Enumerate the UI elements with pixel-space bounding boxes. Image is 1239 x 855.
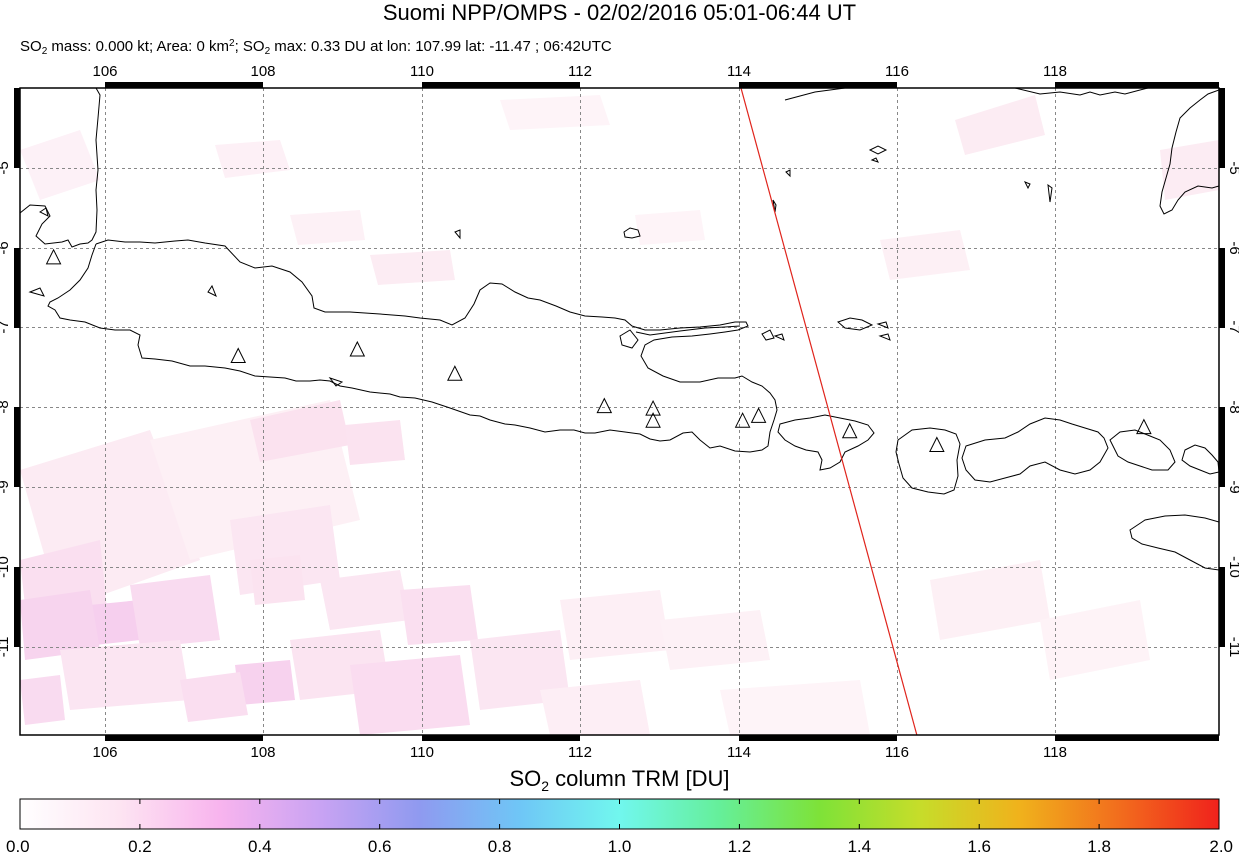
coast-sumbawa-east [1109,429,1176,471]
coast-kangean [837,317,874,331]
colorbar-label: 1.6 [967,837,991,855]
lon-label-top: 116 [885,63,909,80]
lat-label-left: -6 [0,241,12,254]
colorbar-labels: 0.0 0.2 0.4 0.6 0.8 1.0 1.2 1.4 1.6 1.8 2.0 [6,837,1233,855]
lat-label-right: -11 [1226,637,1239,658]
volcano-marker [230,347,247,364]
coast-kalimantan [784,88,1149,101]
summary-sub-1: 2 [41,46,48,57]
lon-label-top: 114 [727,63,751,80]
coast-sulawesi [1159,89,1219,215]
colorbar-label: 0.6 [368,837,392,855]
volcano-marker [45,248,62,265]
volcano-marker [1136,418,1152,435]
volcano-marker [596,397,613,414]
lon-labels-bottom: 106 108 110 112 114 116 118 [92,744,1066,761]
graticule [20,88,1219,735]
coast-lombok [895,427,961,495]
volcano-marker [349,340,366,357]
colorbar-ticks [19,799,1220,829]
colorbar-title-post: column TRM [DU] [549,766,730,791]
coast-sumbawa [961,417,1109,483]
lat-label-left: -5 [0,161,12,174]
lon-label-top: 112 [568,63,592,80]
lon-labels-top: 106 108 110 112 114 116 118 [92,63,1066,80]
lon-label-top: 118 [1043,63,1067,80]
so2-pixel-layer [20,95,1219,735]
summary-sub-2: 2 [264,46,271,57]
lat-label-right: -9 [1226,480,1239,493]
summary-part-1: SO [20,38,42,55]
lat-label-right: -6 [1226,241,1239,254]
summary-part-3: ; SO [234,38,265,55]
colorbar-label: 0.2 [128,837,152,855]
lon-label-bottom: 110 [410,744,434,761]
lat-label-left: -7 [0,320,12,333]
lat-labels-left: -5 -6 -7 -8 -9 -10 -11 [0,161,12,657]
colorbar-label: 0.8 [488,837,512,855]
frame-ticks [14,82,1225,741]
lat-label-right: -7 [1226,320,1239,333]
volcano-marker [841,422,858,439]
colorbar-title: SO2 column TRM [DU] [0,766,1239,799]
lon-label-bottom: 106 [92,744,117,761]
so2-summary: SO2 mass: 0.000 kt; Area: 0 km2; SO2 max… [20,35,612,61]
lon-label-top: 106 [92,63,117,80]
lon-label-bottom: 108 [250,744,275,761]
volcano-markers [45,248,1152,452]
summary-sup: 2 [229,38,235,49]
volcano-marker [750,407,767,423]
lon-label-bottom: 116 [885,744,909,761]
lon-label-bottom: 112 [568,744,592,761]
coast-sumatra [20,88,101,248]
colorbar-label: 1.4 [847,837,871,855]
lon-label-bottom: 114 [727,744,751,761]
lat-label-left: -10 [0,556,12,578]
summary-part-2: mass: 0.000 kt; Area: 0 km [47,38,229,55]
orbit-swath-edge [740,88,918,735]
coast-madura [635,325,741,336]
coast-sumba [1129,514,1219,571]
lon-label-bottom: 118 [1043,744,1067,761]
coast-flores [1181,444,1219,475]
volcano-marker [734,412,751,428]
volcano-marker [929,436,945,452]
volcano-marker [447,365,463,381]
lat-label-left: -11 [0,637,12,658]
volcano-marker [645,412,661,428]
lat-label-right: -10 [1226,556,1239,578]
colorbar-title-sub: 2 [541,778,550,794]
colorbar-label: 1.2 [728,837,752,855]
coast-small-islands [28,145,1053,387]
colorbar-label: 1.8 [1087,837,1111,855]
colorbar-title-pre: SO [509,766,542,791]
lat-label-right: -5 [1226,161,1239,174]
lat-label-left: -9 [0,480,12,493]
lat-label-right: -8 [1226,400,1239,413]
map-title: Suomi NPP/OMPS - 02/02/2016 05:01-06:44 … [382,0,857,25]
colorbar-label: 1.0 [608,837,632,855]
colorbar-label: 0.4 [248,837,272,855]
coast-java [47,239,778,453]
coast-bawean [623,227,641,239]
lat-labels-right: -5 -6 -7 -8 -9 -10 -11 [1226,161,1239,657]
summary-part-4: max: 0.33 DU at lon: 107.99 lat: -11.47 … [270,38,612,55]
colorbar-label: 2.0 [1209,837,1233,855]
volcano-marker [645,399,661,416]
lon-label-top: 108 [250,63,275,80]
lat-label-left: -8 [0,400,12,413]
colorbar-label: 0.0 [6,837,30,855]
coastlines [20,88,1219,571]
lon-label-top: 110 [410,63,434,80]
